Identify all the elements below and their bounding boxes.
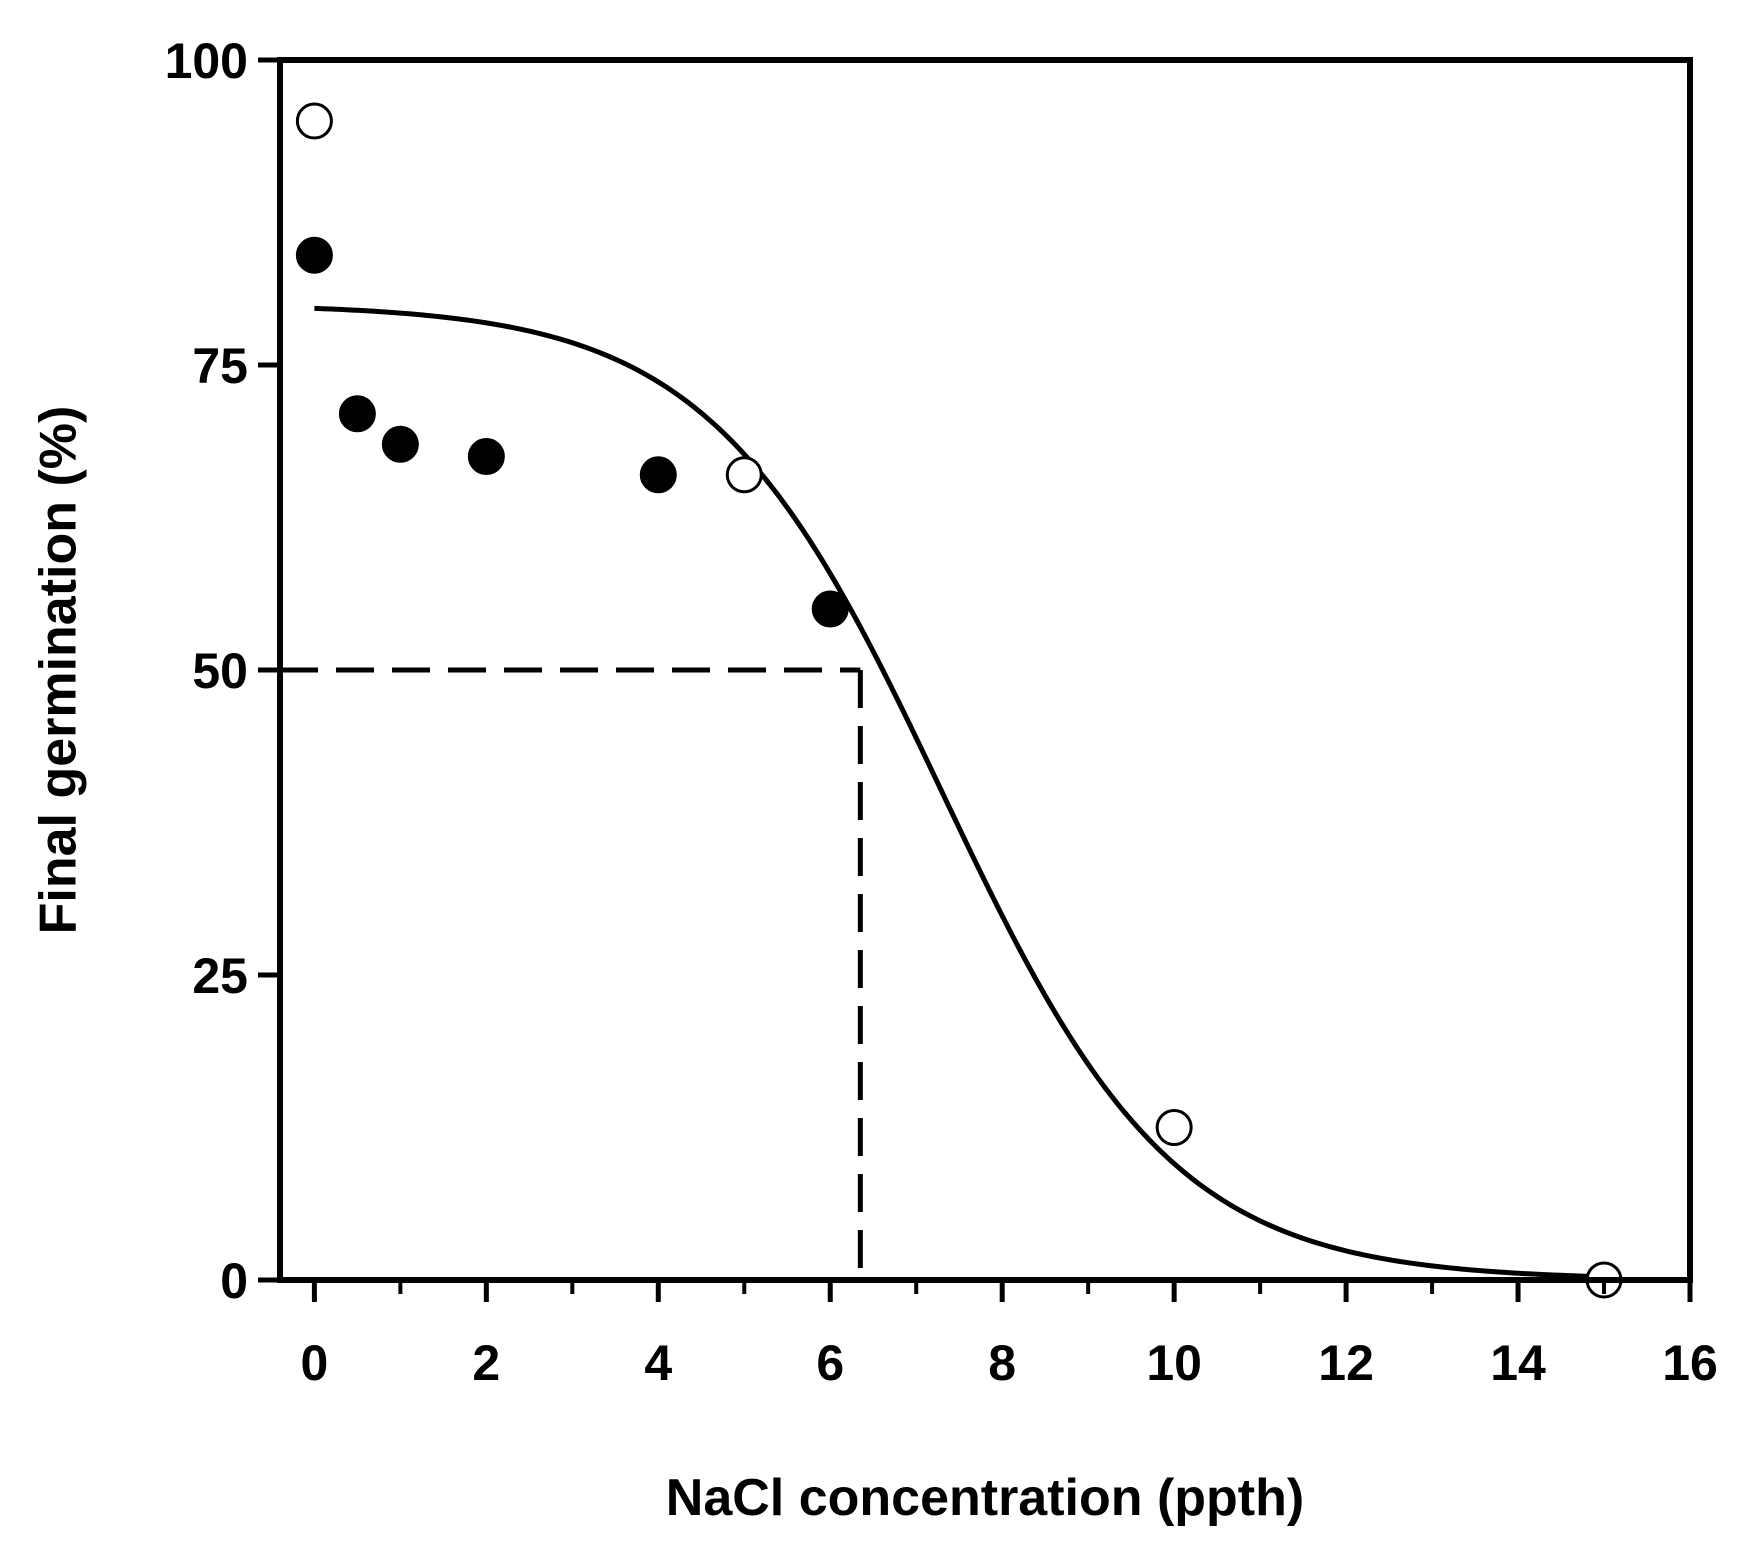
y-tick-label-0: 0	[220, 1253, 248, 1309]
x-tick-label-12: 12	[1318, 1335, 1374, 1391]
x-tick-label-4: 4	[644, 1335, 672, 1391]
filled-point-3	[467, 438, 505, 475]
fit-curve	[314, 305, 1605, 1280]
x-axis-title: NaCl concentration (ppth)	[666, 1469, 1304, 1527]
y-tick-label-50: 50	[192, 643, 248, 699]
filled-point-5	[811, 590, 849, 628]
x-tick-label-10: 10	[1146, 1335, 1202, 1391]
open-point-2	[1155, 1109, 1193, 1146]
y-tick-label-25: 25	[192, 948, 248, 1004]
plot-frame	[277, 57, 1693, 1283]
y-axis-title: Final germination (%)	[30, 406, 88, 935]
y-tick-label-100: 100	[165, 33, 248, 89]
plot-area	[280, 102, 1623, 1299]
filled-point-0	[295, 236, 333, 274]
x-tick-label-16: 16	[1662, 1335, 1718, 1391]
filled-point-4	[639, 456, 677, 494]
filled-point-2	[381, 425, 419, 463]
y-tick-label-75: 75	[192, 338, 248, 394]
axes: 0 2 4 6 8 10 12 14 16 0 25 50 75 100	[165, 33, 1718, 1391]
open-point-1	[725, 456, 763, 494]
x-tick-label-2: 2	[472, 1335, 500, 1391]
x-tick-label-8: 8	[988, 1335, 1016, 1391]
filled-point-1	[338, 395, 376, 433]
x-tick-label-14: 14	[1490, 1335, 1546, 1391]
open-point-0	[295, 102, 333, 140]
x-tick-label-0: 0	[300, 1335, 328, 1391]
x-tick-label-6: 6	[816, 1335, 844, 1391]
